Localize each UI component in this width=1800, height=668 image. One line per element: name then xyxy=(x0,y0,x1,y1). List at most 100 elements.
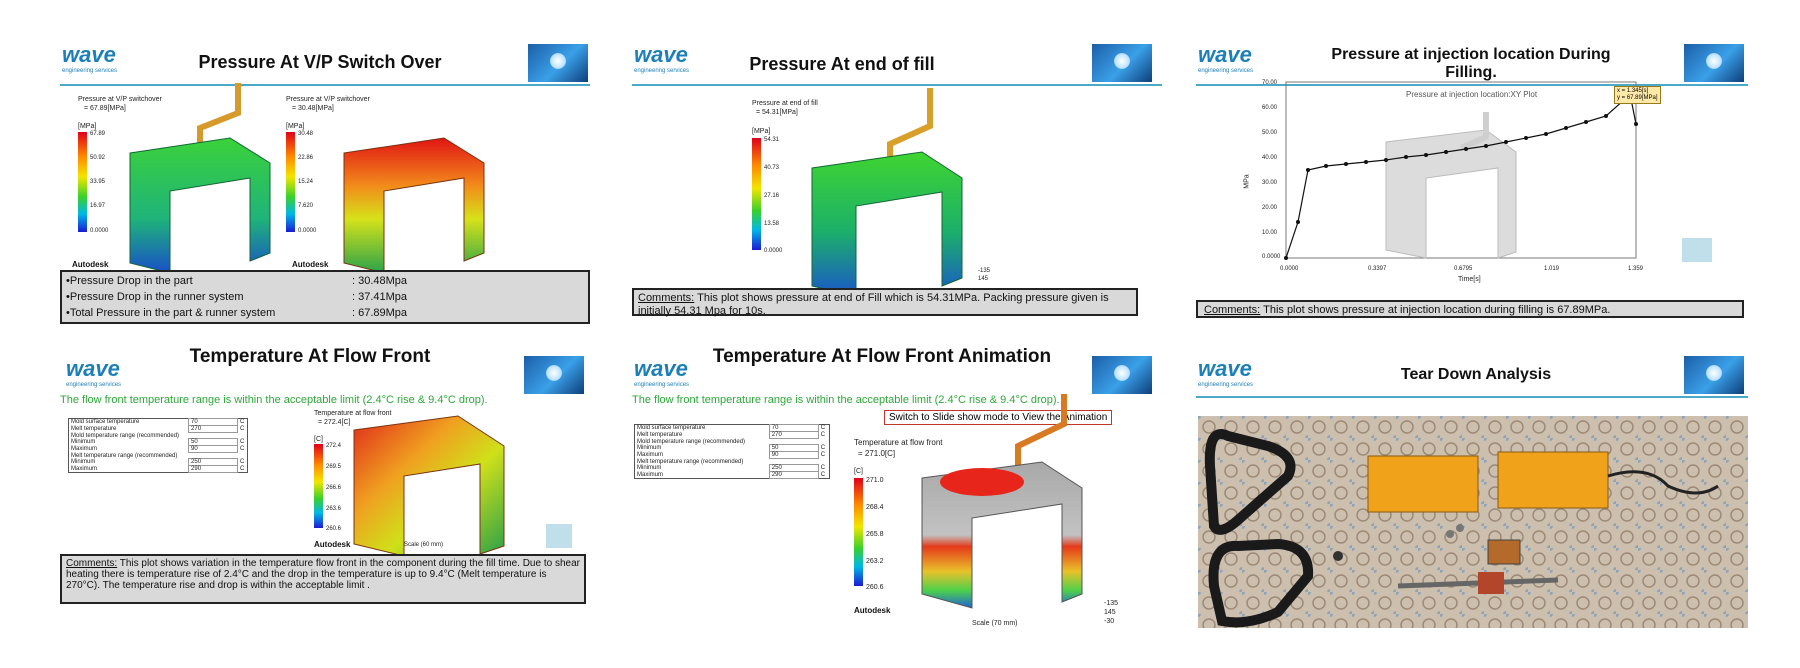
parameter-row: Maximum 90 C xyxy=(69,445,248,453)
parameter-label: Melt temperature xyxy=(637,432,683,438)
part-model-b xyxy=(343,137,485,274)
series-point xyxy=(1564,126,1568,130)
wave-logo: wave engineering services xyxy=(1198,356,1254,388)
series-point xyxy=(1634,122,1638,126)
series-point xyxy=(1524,136,1528,140)
autodesk-logo: Autodesk xyxy=(292,260,329,269)
range-note: The flow front temperature range is with… xyxy=(60,394,488,406)
title-rule xyxy=(1196,84,1748,86)
parameter-value: 250 xyxy=(188,458,239,466)
slide-pressure-vp-switchover: wave engineering services Pressure At V/… xyxy=(60,38,590,324)
parameter-value: 90 xyxy=(188,445,239,453)
series-point xyxy=(1344,162,1348,166)
parameter-unit: C xyxy=(240,419,245,426)
parameter-label: Mold temperature range (recommended) xyxy=(71,432,180,439)
parameter-unit: C xyxy=(240,439,245,445)
parameter-row: Maximum 90 C xyxy=(635,451,830,459)
parameter-label: Minimum xyxy=(637,465,662,471)
brand-badge-icon xyxy=(1684,44,1744,82)
process-parameters-table: Mold surface temperature 70 C Melt temperat… xyxy=(68,418,248,473)
series-point xyxy=(1464,147,1468,151)
series-point xyxy=(1604,114,1608,118)
parameter-row: Minimum 250 C xyxy=(69,458,248,466)
color-legend xyxy=(314,444,323,528)
series-point xyxy=(1284,256,1288,260)
parameter-value: 250 xyxy=(768,464,819,472)
series-point xyxy=(1364,160,1368,164)
parameter-label: Mold surface temperature xyxy=(71,419,140,426)
teardown-photo xyxy=(1198,416,1748,628)
part-shadow xyxy=(1385,129,1517,259)
title-rule xyxy=(60,84,590,86)
parameter-unit: C xyxy=(240,446,245,452)
parameter-label: Melt temperature xyxy=(71,426,117,432)
slideshow-note: Switch to Slide show mode to View the An… xyxy=(884,410,1113,425)
autodesk-logo: Autodesk xyxy=(314,540,351,549)
color-legend xyxy=(286,132,295,232)
series-point xyxy=(1484,144,1488,148)
parameter-row: Maximum 290 C xyxy=(635,471,830,479)
wave-logo: wave engineering services xyxy=(1198,42,1254,74)
wave-logo: wave engineering services xyxy=(634,42,690,74)
pressure-summary-box: •Pressure Drop in the part : 30.48Mpa •P… xyxy=(60,270,590,324)
parameter-label: Melt temperature range (recommended) xyxy=(71,452,178,459)
parameter-row: Mold surface temperature 70 C xyxy=(69,418,248,426)
summary-row: •Total Pressure in the part & runner sys… xyxy=(66,307,276,319)
slide-title: Temperature At Flow Front Animation xyxy=(712,346,1052,367)
part-model-a xyxy=(129,83,271,274)
parameter-row: Mold temperature range (recommended) xyxy=(635,439,830,445)
part-model xyxy=(353,415,505,557)
parameter-unit: C xyxy=(820,465,826,471)
pressure-series xyxy=(1284,92,1638,260)
parameter-label: Minimum xyxy=(71,439,96,445)
parameter-label: Minimum xyxy=(637,445,662,451)
parameter-unit: C xyxy=(820,432,826,438)
brand-badge-icon xyxy=(1092,356,1152,394)
slide-pressure-end-of-fill: wave engineering services Pressure At en… xyxy=(632,38,1162,323)
comment-box: Comments: This plot shows pressure at en… xyxy=(632,288,1138,317)
slide-temperature-flow-front-animation: wave engineering services Temperature At… xyxy=(632,344,1162,634)
slide-pressure-injection-location: wave engineering services Pressure at in… xyxy=(1196,38,1748,323)
parameter-value: 270 xyxy=(188,425,239,433)
parameter-row: Minimum 50 C xyxy=(635,444,830,452)
series-point xyxy=(1296,220,1300,224)
parameter-label: Maximum xyxy=(637,452,664,458)
xy-plot xyxy=(1284,81,1638,260)
parameter-unit: C xyxy=(240,459,245,465)
slide-title: Temperature At Flow Front xyxy=(189,346,431,367)
series-point xyxy=(1424,153,1428,157)
autodesk-logo: Autodesk xyxy=(854,606,891,615)
parameter-row: Mold surface temperature 70 C xyxy=(635,424,830,432)
parameter-label: Maximum xyxy=(637,471,664,478)
parameter-row: Mold temperature range (recommended) xyxy=(69,433,248,439)
parameter-row: Melt temperature 270 C xyxy=(635,431,830,439)
part-model xyxy=(921,394,1083,609)
color-legend xyxy=(752,138,761,250)
series-point xyxy=(1306,168,1310,172)
slide-temperature-flow-front: wave engineering services Temperature At… xyxy=(60,344,590,634)
parameter-value: 290 xyxy=(188,465,239,473)
wave-logo: wave engineering services xyxy=(62,42,118,74)
home-icon[interactable] xyxy=(546,524,572,548)
color-legend xyxy=(78,132,87,232)
parameter-label: Minimum xyxy=(71,459,96,465)
series-point xyxy=(1504,140,1508,144)
comment-box: Comments: This plot shows variation in t… xyxy=(60,554,586,604)
parameter-label: Mold surface temperature xyxy=(637,425,706,432)
parameter-unit: C xyxy=(240,426,245,432)
parameter-unit: C xyxy=(820,445,826,451)
series-point xyxy=(1384,158,1388,162)
series-line xyxy=(1285,92,1637,259)
parameter-unit: C xyxy=(820,471,826,478)
brand-badge-icon xyxy=(1092,44,1152,82)
color-legend xyxy=(854,478,863,586)
parameter-row: Maximum 290 C xyxy=(69,465,248,473)
parameter-row: Minimum 50 C xyxy=(69,438,248,446)
parameter-value: 50 xyxy=(768,444,819,452)
home-icon[interactable] xyxy=(1682,238,1712,262)
comment-box: Comments: This plot shows pressure at in… xyxy=(1196,300,1744,318)
title-rule xyxy=(1196,396,1748,398)
parameter-row: Melt temperature 270 C xyxy=(69,425,248,433)
parameter-row: Melt temperature range (recommended) xyxy=(69,453,248,459)
parameter-row: Melt temperature range (recommended) xyxy=(635,459,830,465)
